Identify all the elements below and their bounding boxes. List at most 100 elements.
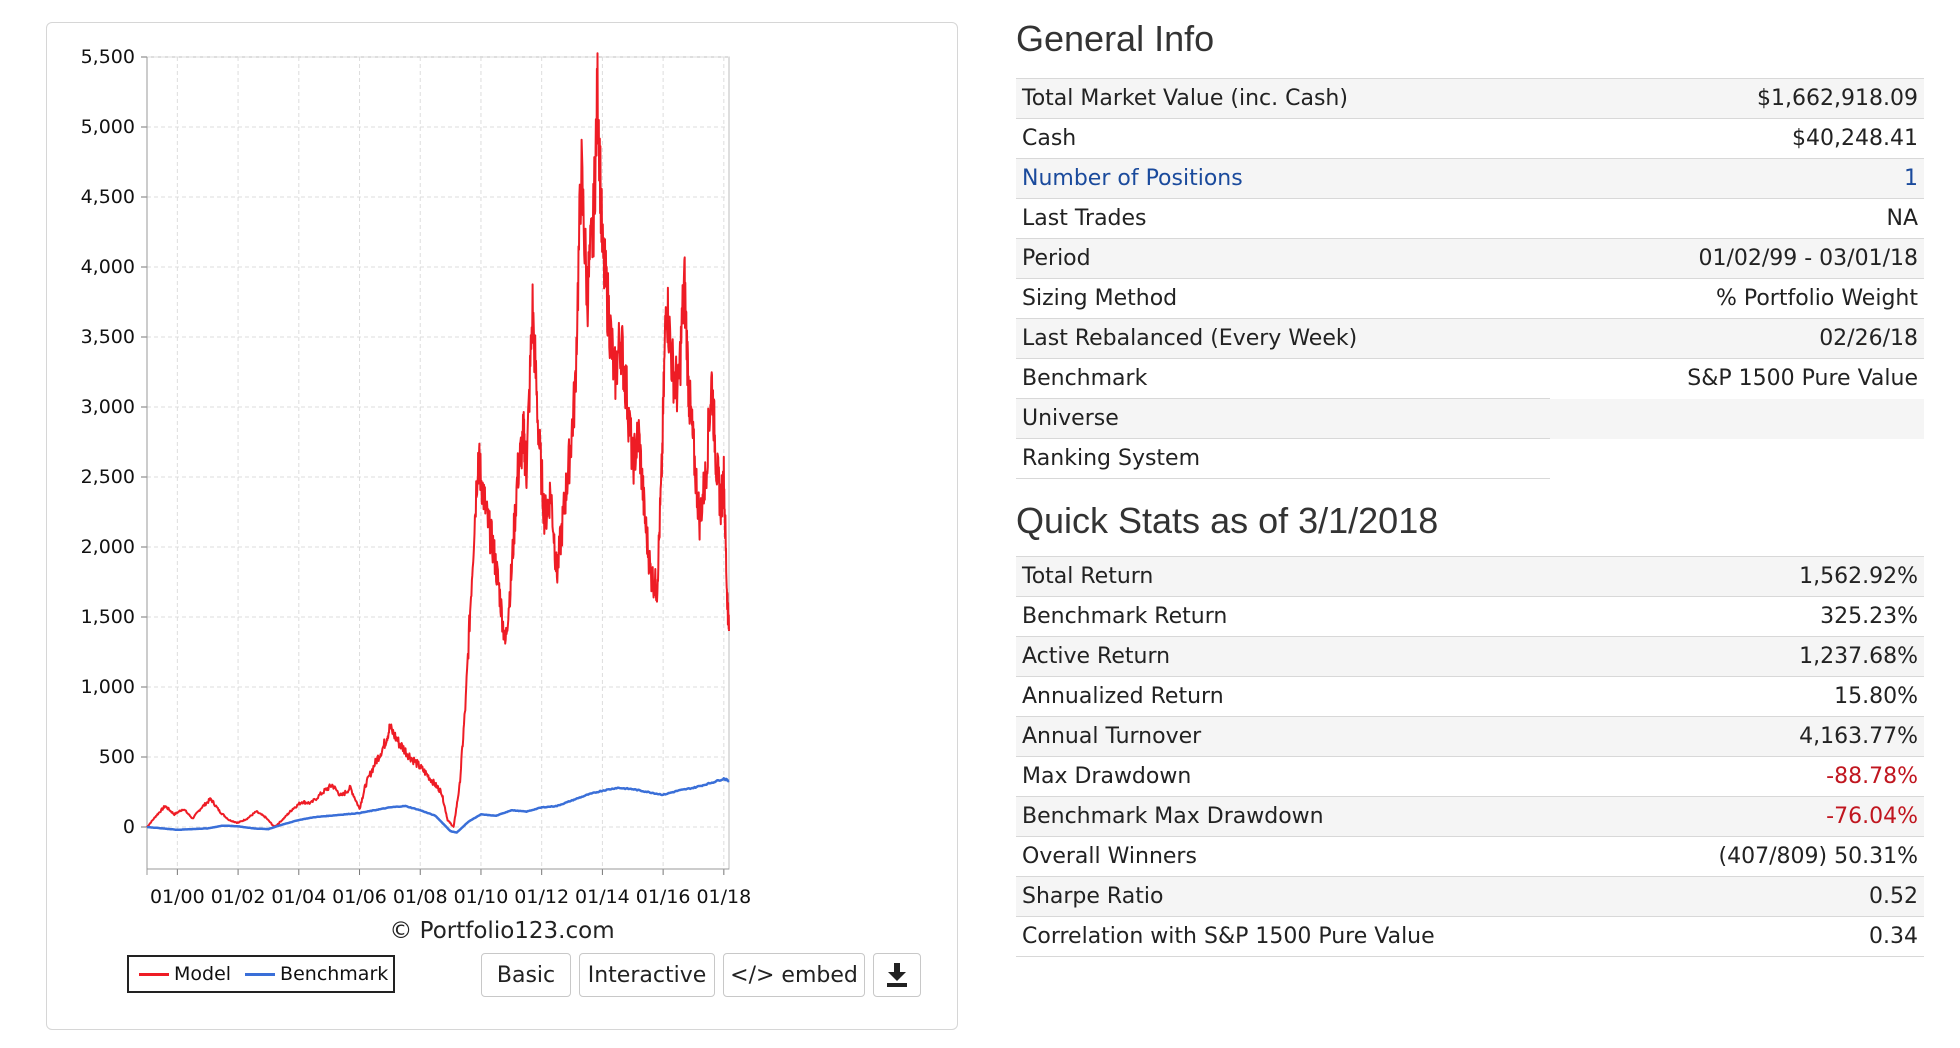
y-tick-label: 500 <box>99 746 135 768</box>
row-value: 0.52 <box>1622 876 1924 917</box>
table-row: Universe <box>1016 398 1924 439</box>
x-tick-label: 01/16 <box>636 886 691 908</box>
chart-legend: Model Benchmark <box>127 955 395 993</box>
row-value: 1,562.92% <box>1622 556 1924 597</box>
quick-stats-table: Total Return 1,562.92% Benchmark Return 325… <box>1016 556 1924 957</box>
row-label: Last Rebalanced (Every Week) <box>1016 318 1551 359</box>
row-value: NA <box>1550 198 1924 239</box>
x-tick-label: 01/06 <box>332 886 387 908</box>
row-label: Total Market Value (inc. Cash) <box>1016 78 1551 119</box>
row-value: $1,662,918.09 <box>1550 78 1924 119</box>
row-label: Benchmark Max Drawdown <box>1016 796 1623 837</box>
legend-model-label: Model <box>174 963 232 985</box>
row-value: $40,248.41 <box>1550 118 1924 159</box>
table-row: Sizing Method% Portfolio Weight <box>1016 278 1924 319</box>
row-value <box>1550 398 1924 439</box>
row-value: S&P 1500 Pure Value <box>1550 358 1924 399</box>
chart-panel: 5,500 5,000 4,500 4,000 3,500 3,000 2,500 2,000… <box>46 22 958 1030</box>
row-label: Benchmark Return <box>1016 596 1623 637</box>
x-tick-label: 01/14 <box>575 886 630 908</box>
table-row: Active Return 1,237.68% <box>1016 636 1924 677</box>
legend-benchmark: Benchmark <box>245 963 388 985</box>
row-value: 02/26/18 <box>1550 318 1924 359</box>
y-tick-label: 4,500 <box>81 186 135 208</box>
x-tick-label: 01/02 <box>211 886 266 908</box>
y-tick-label: 5,000 <box>81 116 135 138</box>
row-value: -76.04% <box>1622 796 1924 837</box>
row-label: Benchmark <box>1016 358 1551 399</box>
row-label: Max Drawdown <box>1016 756 1623 797</box>
row-label: Universe <box>1016 398 1551 439</box>
row-value: 15.80% <box>1622 676 1924 717</box>
table-row: Cash $40,248.41 <box>1016 118 1924 159</box>
y-tick-label: 2,500 <box>81 466 135 488</box>
y-tick-label: 5,500 <box>81 46 135 68</box>
row-label: Total Return <box>1016 556 1623 597</box>
table-row: Last Rebalanced (Every Week) 02/26/18 <box>1016 318 1924 359</box>
row-label: Ranking System <box>1016 438 1551 479</box>
table-row: Ranking System <box>1016 438 1924 479</box>
y-tick-label: 3,000 <box>81 396 135 418</box>
y-tick-label: 3,500 <box>81 326 135 348</box>
row-value: 01/02/99 - 03/01/18 <box>1550 238 1924 279</box>
x-tick-label: 01/10 <box>454 886 509 908</box>
legend-benchmark-label: Benchmark <box>280 963 389 985</box>
x-tick-label: 01/04 <box>271 886 326 908</box>
y-tick-label: 1,500 <box>81 606 135 628</box>
basic-button[interactable]: Basic <box>481 953 571 997</box>
legend-model-swatch <box>139 972 169 976</box>
legend-benchmark-swatch <box>245 972 276 976</box>
table-row: Benchmark Max Drawdown -76.04% <box>1016 796 1924 837</box>
row-label: Overall Winners <box>1016 836 1623 877</box>
general-info-table: Total Market Value (inc. Cash) $1,662,918… <box>1016 78 1924 479</box>
x-tick-label: 01/00 <box>150 886 205 908</box>
embed-button[interactable]: </> embed <box>723 953 865 997</box>
row-label: Annualized Return <box>1016 676 1623 717</box>
table-row: Overall Winners (407/809) 50.31% <box>1016 836 1924 877</box>
table-row: Max Drawdown -88.78% <box>1016 756 1924 797</box>
table-row: Total Market Value (inc. Cash) $1,662,918… <box>1016 78 1924 119</box>
x-tick-label: 01/08 <box>393 886 448 908</box>
row-value: 4,163.77% <box>1622 716 1924 757</box>
series-line-benchmark <box>146 777 730 834</box>
row-label: Period <box>1016 238 1551 279</box>
row-value: 1,237.68% <box>1622 636 1924 677</box>
table-row: Period 01/02/99 - 03/01/18 <box>1016 238 1924 279</box>
copyright-text: © Portfolio123.com <box>389 918 615 944</box>
row-label: Sharpe Ratio <box>1016 876 1623 917</box>
row-value: (407/809) 50.31% <box>1622 836 1924 877</box>
row-label: Annual Turnover <box>1016 716 1623 757</box>
x-tick-label: 01/12 <box>514 886 569 908</box>
positions-link[interactable]: Number of Positions <box>1016 158 1551 199</box>
table-row: Correlation with S&P 1500 Pure Value 0.34 <box>1016 916 1924 957</box>
table-row: Total Return 1,562.92% <box>1016 556 1924 597</box>
row-value <box>1550 439 1924 479</box>
row-value: 325.23% <box>1622 596 1924 637</box>
performance-chart: 5,500 5,000 4,500 4,000 3,500 3,000 2,500 2,000… <box>81 46 752 908</box>
download-icon <box>887 963 907 987</box>
table-row: Number of Positions 1 <box>1016 158 1924 199</box>
quick-stats-title: Quick Stats as of 3/1/2018 <box>1016 500 1439 541</box>
row-label: Cash <box>1016 118 1551 159</box>
y-tick-label: 1,000 <box>81 676 135 698</box>
row-value: -88.78% <box>1622 756 1924 797</box>
table-row: Annual Turnover 4,163.77% <box>1016 716 1924 757</box>
row-label: Correlation with S&P 1500 Pure Value <box>1016 916 1623 957</box>
table-row: Benchmark S&P 1500 Pure Value <box>1016 358 1924 399</box>
row-value: % Portfolio Weight <box>1550 278 1924 319</box>
row-label: Sizing Method <box>1016 278 1551 319</box>
general-info-title: General Info <box>1016 18 1215 59</box>
download-button[interactable] <box>873 953 921 997</box>
x-tick-label: 01/18 <box>696 886 751 908</box>
table-row: Annualized Return 15.80% <box>1016 676 1924 717</box>
table-row: Sharpe Ratio 0.52 <box>1016 876 1924 917</box>
y-tick-label: 2,000 <box>81 536 135 558</box>
y-tick-label: 4,000 <box>81 256 135 278</box>
interactive-button[interactable]: Interactive <box>579 953 715 997</box>
y-tick-label: 0 <box>123 816 135 838</box>
table-row: Benchmark Return 325.23% <box>1016 596 1924 637</box>
row-label: Last Trades <box>1016 198 1551 239</box>
row-value: 1 <box>1550 158 1924 199</box>
legend-model: Model <box>139 963 231 985</box>
table-row: Last Trades NA <box>1016 198 1924 239</box>
